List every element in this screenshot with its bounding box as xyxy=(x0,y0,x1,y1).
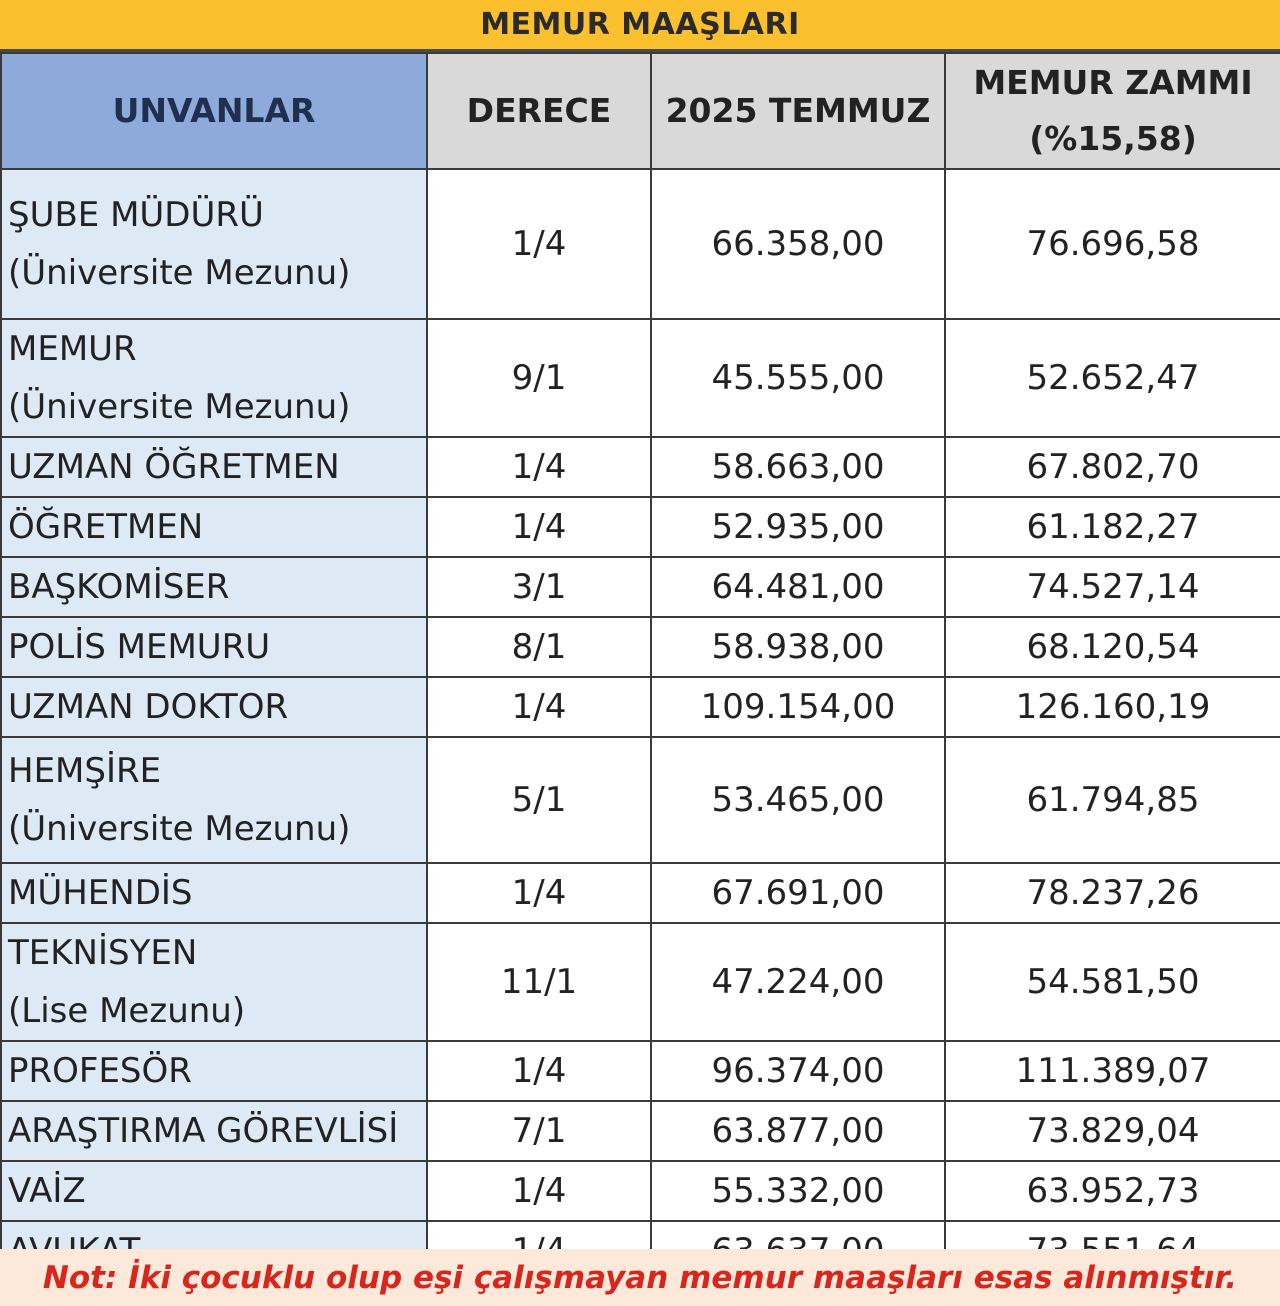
header-raise-percent: (%15,58) xyxy=(1029,119,1197,158)
table-row: PROFESÖR 1/4 96.374,00 111.389,07 xyxy=(0,1040,1280,1102)
title-text: UZMAN ÖĞRETMEN xyxy=(8,447,340,487)
title-subtext: (Üniversite Mezunu) xyxy=(8,387,351,427)
title-subtext: (Üniversite Mezunu) xyxy=(8,253,351,293)
title-text: TEKNİSYEN xyxy=(8,933,198,973)
header-raise-label: MEMUR ZAMMI xyxy=(973,63,1253,102)
header-july-2025: 2025 TEMMUZ xyxy=(650,52,946,170)
cell-grade: 1/4 xyxy=(426,168,652,320)
cell-grade: 1/4 xyxy=(426,496,652,558)
cell-grade: 1/4 xyxy=(426,1160,652,1222)
cell-july-2025: 47.224,00 xyxy=(650,922,946,1042)
cell-july-2025: 45.555,00 xyxy=(650,318,946,438)
cell-raise: 111.389,07 xyxy=(944,1040,1280,1102)
cell-grade: 1/4 xyxy=(426,436,652,498)
cell-july-2025: 52.935,00 xyxy=(650,496,946,558)
cell-july-2025: 58.938,00 xyxy=(650,616,946,678)
header-raise: MEMUR ZAMMI (%15,58) xyxy=(944,52,1280,170)
cell-raise: 67.802,70 xyxy=(944,436,1280,498)
footnote-bar: Not: İki çocuklu olup eşi çalışmayan mem… xyxy=(0,1249,1280,1306)
cell-raise: 63.952,73 xyxy=(944,1160,1280,1222)
table-row: TEKNİSYEN (Lise Mezunu) 11/1 47.224,00 54.58… xyxy=(0,922,1280,1042)
title-text: HEMŞİRE xyxy=(8,751,162,791)
cell-grade: 1/4 xyxy=(426,862,652,924)
table-row: BAŞKOMİSER 3/1 64.481,00 74.527,14 xyxy=(0,556,1280,618)
cell-grade: 7/1 xyxy=(426,1100,652,1162)
table-title-bar: MEMUR MAAŞLARI xyxy=(0,0,1280,52)
cell-title: ARAŞTIRMA GÖREVLİSİ xyxy=(0,1100,428,1162)
header-titles: UNVANLAR xyxy=(0,52,428,170)
cell-title: TEKNİSYEN (Lise Mezunu) xyxy=(0,922,428,1042)
table-row: MEMUR (Üniversite Mezunu) 9/1 45.555,00 52.6… xyxy=(0,318,1280,438)
cell-grade: 1/4 xyxy=(426,676,652,738)
cell-raise: 76.696,58 xyxy=(944,168,1280,320)
cell-july-2025: 66.358,00 xyxy=(650,168,946,320)
header-grade: DERECE xyxy=(426,52,652,170)
cell-grade: 9/1 xyxy=(426,318,652,438)
cell-title: HEMŞİRE (Üniversite Mezunu) xyxy=(0,736,428,864)
table-row: ARAŞTIRMA GÖREVLİSİ 7/1 63.877,00 73.829,04 xyxy=(0,1100,1280,1162)
cell-title: MEMUR (Üniversite Mezunu) xyxy=(0,318,428,438)
table-row: MÜHENDİS 1/4 67.691,00 78.237,26 xyxy=(0,862,1280,924)
cell-july-2025: 55.332,00 xyxy=(650,1160,946,1222)
table-row: ÖĞRETMEN 1/4 52.935,00 61.182,27 xyxy=(0,496,1280,558)
title-text: UZMAN DOKTOR xyxy=(8,687,289,727)
table-title: MEMUR MAAŞLARI xyxy=(480,7,800,42)
table-row: ŞUBE MÜDÜRÜ (Üniversite Mezunu) 1/4 66.358,… xyxy=(0,168,1280,320)
table-row: UZMAN DOKTOR 1/4 109.154,00 126.160,19 xyxy=(0,676,1280,738)
cell-title: VAİZ xyxy=(0,1160,428,1222)
title-text: ARAŞTIRMA GÖREVLİSİ xyxy=(8,1111,399,1151)
cell-title: MÜHENDİS xyxy=(0,862,428,924)
title-text: BAŞKOMİSER xyxy=(8,567,230,607)
title-text: POLİS MEMURU xyxy=(8,627,271,667)
title-subtext: (Üniversite Mezunu) xyxy=(8,809,351,849)
cell-grade: 5/1 xyxy=(426,736,652,864)
cell-july-2025: 64.481,00 xyxy=(650,556,946,618)
title-text: MÜHENDİS xyxy=(8,873,193,913)
salary-table: UNVANLAR DERECE 2025 TEMMUZ MEMUR ZAMMI … xyxy=(0,52,1280,1282)
cell-raise: 74.527,14 xyxy=(944,556,1280,618)
cell-raise: 61.182,27 xyxy=(944,496,1280,558)
cell-title: UZMAN ÖĞRETMEN xyxy=(0,436,428,498)
title-text: VAİZ xyxy=(8,1171,86,1211)
cell-grade: 1/4 xyxy=(426,1040,652,1102)
cell-july-2025: 53.465,00 xyxy=(650,736,946,864)
cell-title: PROFESÖR xyxy=(0,1040,428,1102)
title-subtext: (Lise Mezunu) xyxy=(8,991,246,1031)
table-row: UZMAN ÖĞRETMEN 1/4 58.663,00 67.802,70 xyxy=(0,436,1280,498)
cell-raise: 73.829,04 xyxy=(944,1100,1280,1162)
cell-raise: 61.794,85 xyxy=(944,736,1280,864)
table-row: VAİZ 1/4 55.332,00 63.952,73 xyxy=(0,1160,1280,1222)
cell-raise: 78.237,26 xyxy=(944,862,1280,924)
cell-grade: 3/1 xyxy=(426,556,652,618)
cell-grade: 8/1 xyxy=(426,616,652,678)
table-header-row: UNVANLAR DERECE 2025 TEMMUZ MEMUR ZAMMI … xyxy=(0,52,1280,170)
title-text: MEMUR xyxy=(8,329,137,369)
cell-raise: 54.581,50 xyxy=(944,922,1280,1042)
title-text: PROFESÖR xyxy=(8,1051,192,1091)
cell-raise: 126.160,19 xyxy=(944,676,1280,738)
cell-grade: 11/1 xyxy=(426,922,652,1042)
footnote-text: Not: İki çocuklu olup eşi çalışmayan mem… xyxy=(42,1259,1238,1296)
cell-raise: 68.120,54 xyxy=(944,616,1280,678)
cell-title: BAŞKOMİSER xyxy=(0,556,428,618)
table-row: POLİS MEMURU 8/1 58.938,00 68.120,54 xyxy=(0,616,1280,678)
table-body: ŞUBE MÜDÜRÜ (Üniversite Mezunu) 1/4 66.358,… xyxy=(0,168,1280,1282)
cell-july-2025: 109.154,00 xyxy=(650,676,946,738)
cell-july-2025: 58.663,00 xyxy=(650,436,946,498)
table-row: HEMŞİRE (Üniversite Mezunu) 5/1 53.465,00 61… xyxy=(0,736,1280,864)
title-text: ŞUBE MÜDÜRÜ xyxy=(8,195,264,235)
cell-july-2025: 96.374,00 xyxy=(650,1040,946,1102)
cell-title: ŞUBE MÜDÜRÜ (Üniversite Mezunu) xyxy=(0,168,428,320)
cell-title: POLİS MEMURU xyxy=(0,616,428,678)
cell-title: UZMAN DOKTOR xyxy=(0,676,428,738)
title-text: ÖĞRETMEN xyxy=(8,507,204,547)
cell-title: ÖĞRETMEN xyxy=(0,496,428,558)
cell-july-2025: 67.691,00 xyxy=(650,862,946,924)
cell-july-2025: 63.877,00 xyxy=(650,1100,946,1162)
cell-raise: 52.652,47 xyxy=(944,318,1280,438)
